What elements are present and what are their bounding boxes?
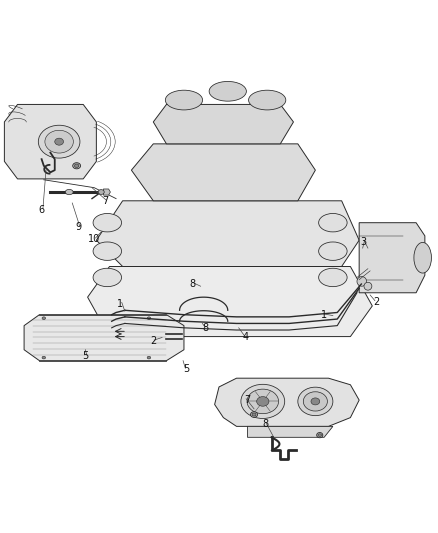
Text: 2: 2 (150, 336, 156, 346)
Text: 5: 5 (82, 351, 88, 361)
Ellipse shape (65, 189, 73, 195)
Ellipse shape (241, 384, 285, 418)
Ellipse shape (318, 268, 347, 287)
Text: 8: 8 (203, 323, 209, 333)
Ellipse shape (251, 411, 258, 417)
Text: 4: 4 (242, 332, 248, 342)
Polygon shape (359, 223, 425, 293)
Ellipse shape (147, 317, 151, 319)
Ellipse shape (249, 90, 286, 110)
Ellipse shape (257, 397, 269, 406)
Ellipse shape (318, 214, 347, 232)
Polygon shape (103, 189, 110, 195)
Text: 7: 7 (244, 395, 251, 405)
Text: 5: 5 (183, 365, 189, 374)
Polygon shape (4, 104, 96, 179)
Ellipse shape (93, 242, 122, 260)
Ellipse shape (357, 277, 367, 286)
Ellipse shape (98, 190, 104, 195)
Polygon shape (131, 144, 315, 201)
Ellipse shape (318, 242, 347, 260)
Polygon shape (88, 266, 372, 336)
Ellipse shape (73, 163, 81, 169)
Polygon shape (247, 426, 333, 437)
Text: 2: 2 (374, 296, 380, 306)
Ellipse shape (364, 282, 372, 290)
Ellipse shape (165, 90, 202, 110)
Ellipse shape (39, 125, 80, 158)
Text: 7: 7 (102, 196, 108, 206)
Polygon shape (153, 104, 293, 144)
Ellipse shape (45, 130, 74, 153)
Text: 1: 1 (321, 310, 327, 320)
Text: 8: 8 (262, 419, 268, 429)
Ellipse shape (252, 413, 256, 416)
Ellipse shape (93, 268, 122, 287)
Ellipse shape (247, 389, 279, 414)
Ellipse shape (42, 356, 46, 359)
Ellipse shape (209, 82, 246, 101)
Text: 6: 6 (39, 205, 45, 215)
Ellipse shape (42, 317, 46, 319)
Text: 8: 8 (190, 279, 196, 289)
Polygon shape (24, 314, 184, 361)
Ellipse shape (311, 398, 320, 405)
Ellipse shape (318, 434, 321, 437)
Ellipse shape (147, 356, 151, 359)
Ellipse shape (414, 243, 431, 273)
Polygon shape (96, 201, 359, 266)
Ellipse shape (74, 164, 79, 167)
Polygon shape (215, 378, 359, 426)
Ellipse shape (93, 214, 122, 232)
Text: 10: 10 (88, 235, 100, 244)
Text: 1: 1 (117, 298, 124, 309)
Ellipse shape (303, 392, 328, 411)
Ellipse shape (317, 432, 323, 438)
Ellipse shape (55, 138, 64, 145)
Ellipse shape (298, 387, 333, 416)
Text: 3: 3 (360, 237, 367, 247)
Text: 9: 9 (76, 222, 82, 232)
